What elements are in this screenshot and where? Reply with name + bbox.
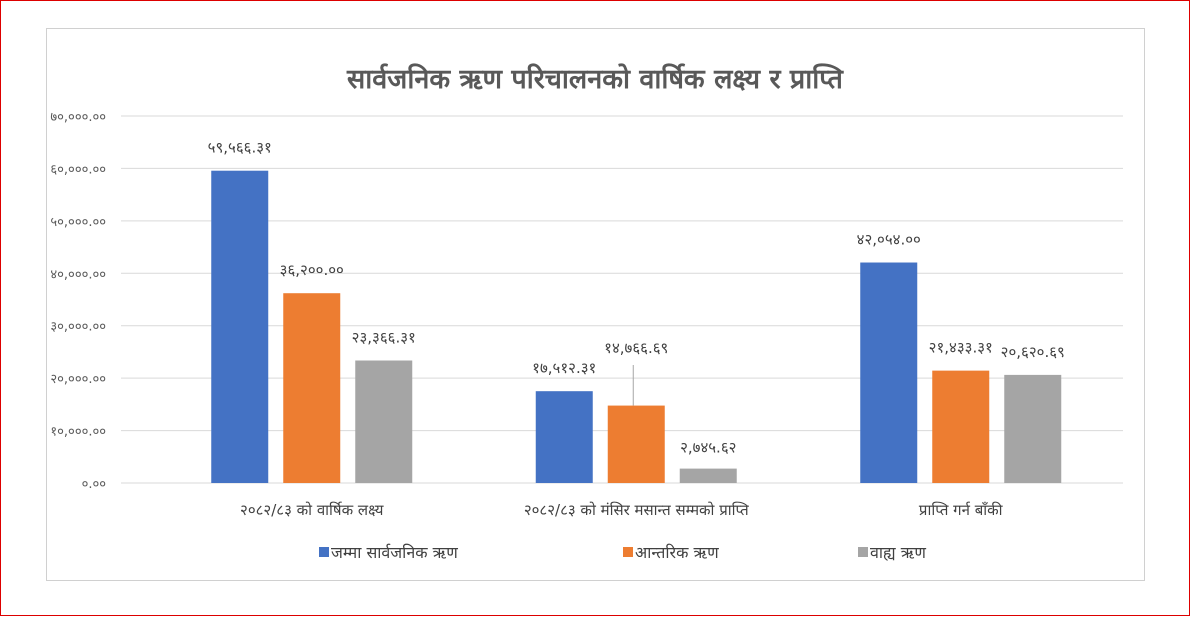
chart-title: सार्वजनिक ऋण परिचालनको वार्षिक लक्ष्य र … bbox=[347, 64, 843, 95]
data-label: २३,३६६.३१ bbox=[352, 328, 416, 346]
data-label: १७,५१२.३१ bbox=[532, 359, 596, 377]
legend-label: आन्तरिक ऋण bbox=[635, 543, 719, 562]
data-label: १४,७६६.६९ bbox=[604, 339, 668, 357]
bar bbox=[283, 293, 341, 483]
data-label: ४२,०५४.०० bbox=[857, 231, 921, 249]
x-category-label: २०८२/८३ को वार्षिक लक्ष्य bbox=[240, 501, 384, 519]
bar bbox=[679, 468, 737, 483]
data-label: २१,४३३.३१ bbox=[929, 339, 993, 357]
bar bbox=[355, 360, 413, 483]
data-label: ३६,२००.०० bbox=[280, 261, 344, 279]
y-tick-label: ४०,०००.०० bbox=[50, 267, 106, 282]
data-label: २,७४५.६२ bbox=[680, 439, 736, 457]
x-category-label: प्राप्ति गर्न बाँकी bbox=[919, 501, 1004, 519]
bar bbox=[932, 370, 990, 483]
y-tick-label: ३०,०००.०० bbox=[50, 320, 106, 335]
y-tick-label: १०,०००.०० bbox=[50, 425, 106, 440]
y-tick-label: ७०,०००.०० bbox=[50, 110, 106, 125]
y-tick-label: ६०,०००.०० bbox=[50, 162, 106, 177]
bar bbox=[1004, 374, 1062, 483]
y-tick-label: ५०,०००.०० bbox=[50, 215, 106, 230]
bar bbox=[535, 391, 593, 483]
legend-swatch bbox=[858, 547, 868, 557]
y-tick-label: २०,०००.०० bbox=[50, 372, 106, 387]
legend-label: वाह्य ऋण bbox=[870, 543, 926, 562]
bar bbox=[860, 262, 918, 483]
y-tick-label: ०.०० bbox=[82, 477, 106, 492]
data-label: २०,६२०.६९ bbox=[1001, 343, 1065, 361]
bar bbox=[607, 405, 665, 483]
data-label: ५९,५६६.३१ bbox=[208, 139, 272, 157]
legend-label: जम्मा सार्वजनिक ऋण bbox=[331, 543, 458, 562]
x-category-label: २०८२/८३ को मंसिर मसान्त सम्मको प्राप्ति bbox=[524, 501, 749, 519]
bar bbox=[211, 170, 269, 484]
legend-swatch bbox=[319, 547, 329, 557]
legend-swatch bbox=[623, 547, 633, 557]
chart-frame bbox=[46, 28, 1145, 581]
